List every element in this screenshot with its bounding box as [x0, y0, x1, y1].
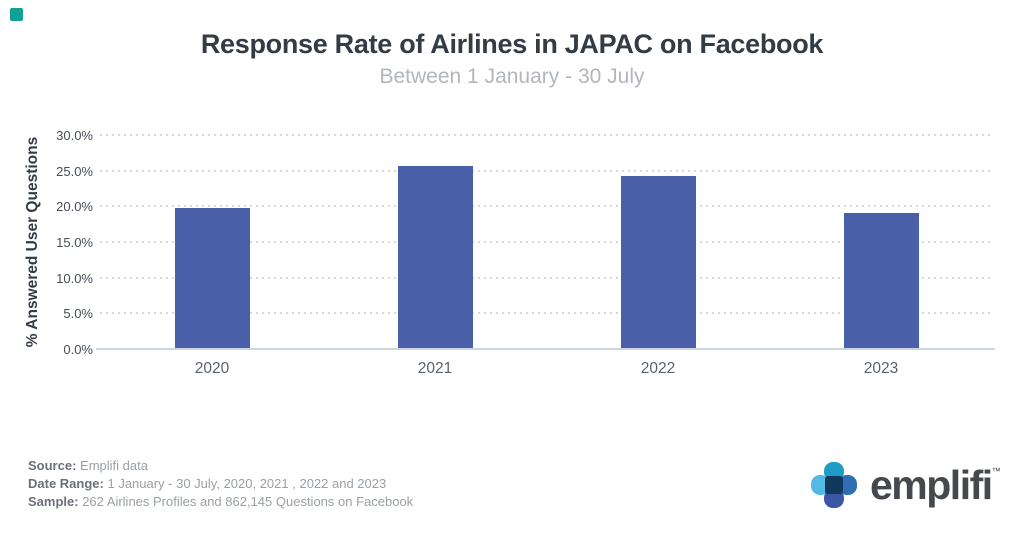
bar-2022 — [620, 176, 696, 349]
x-label-2020: 2020 — [194, 360, 230, 377]
x-axis-line — [96, 348, 995, 350]
sample-line: Sample: 262 Airlines Profiles and 862,14… — [28, 493, 413, 511]
emplifi-wordmark-text: emplifi — [870, 462, 993, 508]
source-note: Source: Emplifi data Date Range: 1 Janua… — [28, 457, 413, 511]
emplifi-logo: emplifi™ — [810, 461, 1001, 509]
date-range-line: Date Range: 1 January - 30 July, 2020, 2… — [28, 475, 413, 493]
corner-mark — [10, 8, 23, 21]
gridline-25 — [100, 169, 993, 172]
y-tick-10.0%: 10.0% — [56, 270, 93, 286]
source-line: Source: Emplifi data — [28, 457, 413, 475]
sample-value: 262 Airlines Profiles and 862,145 Questi… — [78, 494, 414, 509]
y-tick-25.0%: 25.0% — [56, 163, 93, 179]
trademark-symbol: ™ — [991, 466, 1001, 476]
bar-2021 — [397, 166, 473, 349]
y-tick-0.0%: 0.0% — [63, 342, 93, 357]
y-tick-5.0%: 5.0% — [63, 306, 93, 322]
gridline-15 — [100, 241, 993, 243]
emplifi-wordmark: emplifi™ — [870, 461, 1001, 509]
x-label-2021: 2021 — [417, 360, 453, 377]
date-range-label: Date Range: — [28, 476, 104, 491]
sample-label: Sample: — [28, 494, 79, 509]
x-label-2022: 2022 — [640, 360, 676, 377]
chart-title: Response Rate of Airlines in JAPAC on Fa… — [200, 29, 824, 59]
gridline-5 — [100, 312, 993, 315]
y-tick-30.0%: 30.0% — [56, 128, 93, 143]
plot-area — [100, 134, 993, 349]
bar-2023 — [843, 213, 919, 349]
emplifi-flower-icon — [811, 462, 857, 508]
y-tick-15.0%: 15.0% — [56, 235, 93, 250]
bar-2020 — [174, 208, 250, 349]
gridline-20 — [100, 205, 993, 208]
source-value: Emplifi data — [76, 458, 148, 473]
gridline-10 — [100, 276, 993, 279]
date-range-value: 1 January - 30 July, 2020, 2021 , 2022 a… — [103, 476, 387, 491]
x-label-2023: 2023 — [863, 360, 899, 377]
source-label: Source: — [28, 458, 77, 473]
y-tick-20.0%: 20.0% — [56, 199, 93, 215]
chart-subtitle: Between 1 January - 30 July — [379, 65, 645, 88]
gridline-30 — [100, 134, 993, 136]
